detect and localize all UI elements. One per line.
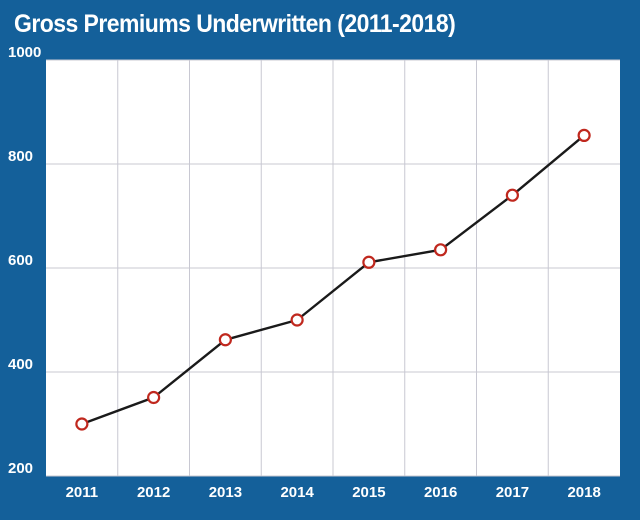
y-tick-label: 600 xyxy=(8,252,33,269)
data-series xyxy=(75,128,591,431)
x-tick-label: 2017 xyxy=(496,484,529,501)
data-point-marker xyxy=(290,313,304,327)
x-tick-label: 2018 xyxy=(567,484,600,501)
y-tick-label: 200 xyxy=(8,460,33,477)
y-tick-label: 1000 xyxy=(8,44,41,61)
series-line xyxy=(81,134,585,426)
data-point-marker xyxy=(147,390,161,405)
x-tick-label: 2011 xyxy=(66,484,99,501)
x-tick-label: 2016 xyxy=(424,484,457,501)
x-tick-label: 2012 xyxy=(137,484,170,501)
x-tick-label: 2014 xyxy=(280,484,314,501)
y-axis-ticks: 200 400 600 800 1000 xyxy=(8,44,41,477)
data-point-marker xyxy=(505,188,519,202)
x-tick-label: 2015 xyxy=(352,484,385,501)
chart-title: Gross Premiums Underwritten (2011-2018) xyxy=(14,10,456,38)
x-axis-ticks: 2011 2012 2013 2014 2015 2016 2017 2018 xyxy=(66,484,601,501)
data-point-marker xyxy=(218,333,232,347)
y-tick-label: 800 xyxy=(8,148,33,165)
data-point-marker xyxy=(577,128,591,142)
y-tick-label: 400 xyxy=(8,356,33,373)
data-point-marker xyxy=(434,243,448,257)
data-point-marker xyxy=(75,417,89,431)
gridlines xyxy=(46,59,620,477)
data-point-marker xyxy=(362,255,376,269)
x-tick-label: 2013 xyxy=(209,484,242,501)
